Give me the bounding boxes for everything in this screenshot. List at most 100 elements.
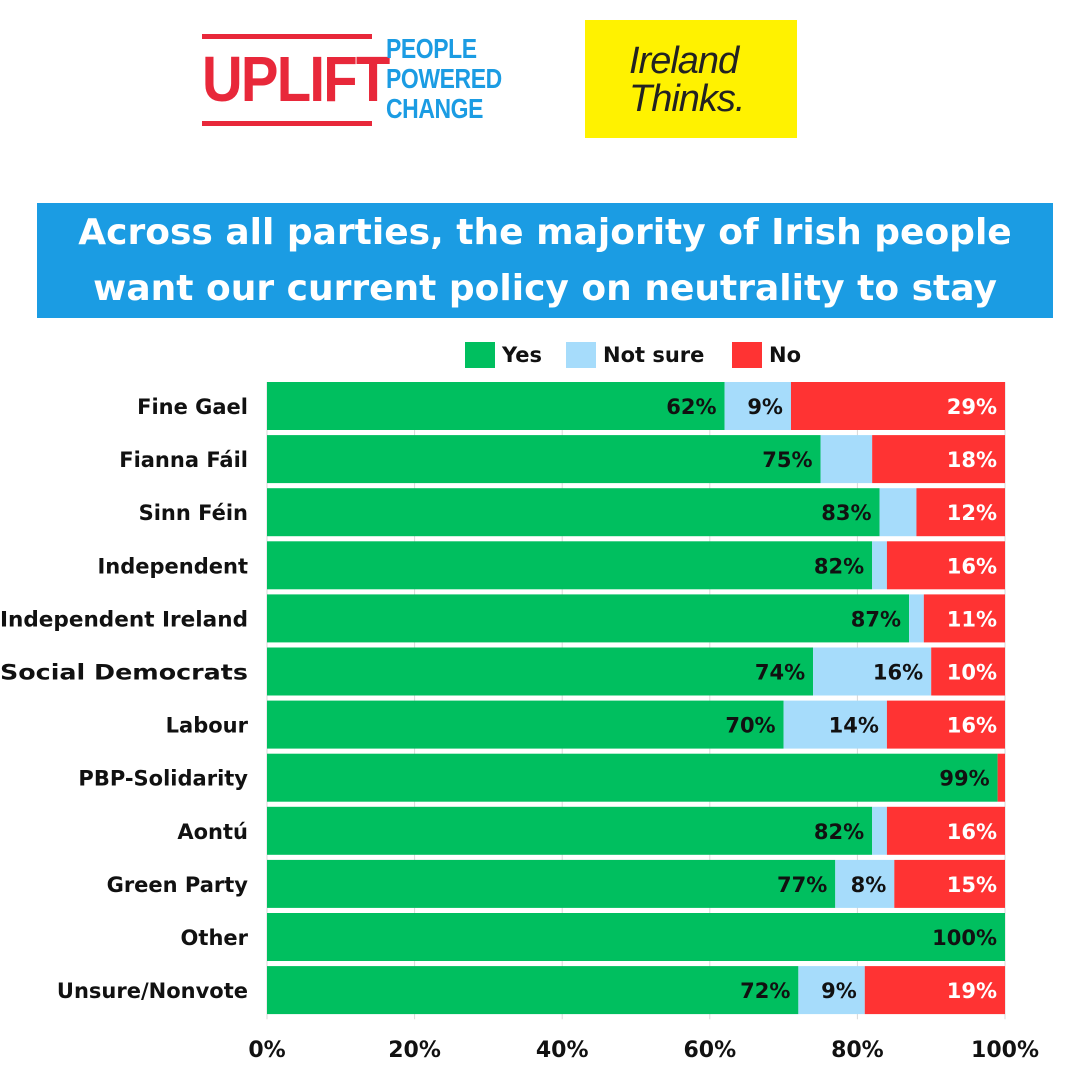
bar-segment-not-sure bbox=[872, 541, 887, 590]
category-label: Independent bbox=[97, 554, 248, 578]
bar-segment-no bbox=[864, 966, 1005, 1015]
chart-title-banner: Across all parties, the majority of Iris… bbox=[37, 203, 1053, 318]
category-label: Social Democrats bbox=[0, 661, 248, 685]
uplift-logo: UPLIFT PEOPLE POWERED CHANGE bbox=[202, 33, 502, 126]
data-label-yes: 75% bbox=[762, 448, 812, 472]
bar-segment-yes bbox=[267, 382, 725, 430]
data-label-not-sure: 14% bbox=[829, 714, 879, 738]
bar-segment-not-sure bbox=[820, 435, 873, 484]
data-label-yes: 83% bbox=[821, 501, 871, 525]
legend-label-yes: Yes bbox=[502, 343, 543, 367]
x-tick-label: 0% bbox=[248, 1038, 285, 1063]
data-label-yes: 82% bbox=[814, 554, 864, 578]
data-label-yes: 70% bbox=[725, 714, 775, 738]
bar-segment-yes bbox=[267, 913, 1005, 961]
data-label-yes: 87% bbox=[851, 607, 901, 631]
category-label: Other bbox=[181, 926, 249, 950]
legend-item-no: No bbox=[732, 340, 801, 370]
x-tick-label: 60% bbox=[683, 1038, 736, 1063]
uplift-tagline-line: PEOPLE bbox=[386, 33, 477, 64]
uplift-bottom-rule bbox=[202, 121, 372, 126]
ireland-thinks-logo: Ireland Thinks. bbox=[585, 20, 797, 138]
legend-label-no: No bbox=[769, 343, 802, 367]
uplift-tagline-line: POWERED bbox=[386, 63, 502, 94]
data-label-not-sure: 16% bbox=[873, 661, 923, 685]
bar-segment-yes bbox=[267, 488, 880, 537]
data-label-yes: 77% bbox=[777, 873, 827, 897]
bar-segment-yes bbox=[267, 594, 910, 643]
legend-swatch-not-sure bbox=[566, 342, 596, 368]
legend-item-yes: Yes bbox=[465, 340, 542, 370]
category-label: Sinn Féin bbox=[139, 501, 248, 525]
legend-swatch-yes bbox=[465, 342, 495, 368]
bar-segment-yes bbox=[267, 806, 873, 855]
bar-segment-not-sure bbox=[909, 594, 924, 643]
bar-segment-no bbox=[790, 382, 1005, 430]
data-label-not-sure: 9% bbox=[821, 979, 857, 1003]
x-tick-label: 40% bbox=[536, 1038, 589, 1063]
stacked-bar-chart: Fine Gael 62% 9% 29% Fianna Fáil 75% 18% Sinn F… bbox=[0, 382, 1039, 1063]
data-label-no: 16% bbox=[947, 554, 997, 578]
bar-segment-no bbox=[886, 806, 1005, 855]
x-tick-label: 20% bbox=[388, 1038, 441, 1063]
category-label: Independent Ireland bbox=[0, 607, 248, 631]
data-label-yes: 62% bbox=[666, 395, 716, 419]
data-label-no: 19% bbox=[947, 979, 997, 1003]
category-label: PBP-Solidarity bbox=[78, 767, 248, 791]
ireland-thinks-line: Ireland bbox=[629, 40, 739, 82]
category-label: Labour bbox=[166, 714, 249, 738]
bar-segment-no bbox=[997, 753, 1005, 802]
data-label-yes: 74% bbox=[755, 661, 805, 685]
bar-segment-not-sure bbox=[783, 700, 887, 749]
data-label-no: 10% bbox=[947, 661, 997, 685]
bar-segment-yes bbox=[267, 541, 873, 590]
bar-segment-no bbox=[886, 541, 1005, 590]
data-label-yes: 100% bbox=[932, 926, 997, 950]
bar-segment-yes bbox=[267, 700, 784, 749]
uplift-top-rule bbox=[202, 34, 372, 39]
data-label-no: 18% bbox=[947, 448, 997, 472]
data-label-yes: 99% bbox=[939, 767, 989, 791]
x-tick-label: 80% bbox=[831, 1038, 884, 1063]
data-label-no: 16% bbox=[947, 714, 997, 738]
bar-segment-no bbox=[886, 700, 1005, 749]
bar-segment-yes bbox=[267, 647, 814, 696]
bar-segment-yes bbox=[267, 859, 836, 908]
bar-segment-no bbox=[916, 488, 1005, 537]
bar-segment-yes bbox=[267, 966, 799, 1015]
x-tick-label: 100% bbox=[971, 1038, 1039, 1063]
bar-segment-not-sure bbox=[879, 488, 917, 537]
legend-label-not-sure: Not sure bbox=[603, 343, 705, 367]
category-label: Aontú bbox=[177, 820, 248, 844]
bar-segment-no bbox=[894, 859, 1005, 908]
data-label-no: 29% bbox=[947, 395, 997, 419]
data-label-not-sure: 9% bbox=[747, 395, 783, 419]
bar-segment-no bbox=[923, 594, 1005, 643]
category-label: Green Party bbox=[107, 873, 249, 897]
data-label-yes: 82% bbox=[814, 820, 864, 844]
category-label: Fine Gael bbox=[137, 395, 248, 419]
data-label-no: 11% bbox=[947, 607, 997, 631]
bar-segment-no bbox=[872, 435, 1005, 484]
data-label-no: 12% bbox=[947, 501, 997, 525]
bar-segment-yes bbox=[267, 753, 998, 802]
ireland-thinks-wordmark: Ireland Thinks. bbox=[629, 40, 745, 120]
uplift-tagline: PEOPLE POWERED CHANGE bbox=[386, 33, 502, 124]
uplift-tagline-line: CHANGE bbox=[386, 93, 484, 124]
category-label: Fianna Fáil bbox=[119, 448, 248, 472]
bar-segment-not-sure bbox=[872, 806, 887, 855]
bar-segment-not-sure bbox=[835, 859, 895, 908]
category-label: Unsure/Nonvote bbox=[57, 979, 248, 1003]
bar-segment-no bbox=[931, 647, 1005, 696]
data-label-yes: 72% bbox=[740, 979, 790, 1003]
ireland-thinks-line: Thinks. bbox=[629, 78, 745, 120]
legend-item-not-sure: Not sure bbox=[566, 340, 704, 370]
bar-segment-not-sure bbox=[813, 647, 932, 696]
chart-title: Across all parties, the majority of Iris… bbox=[78, 211, 1012, 309]
bar-segment-not-sure bbox=[724, 382, 791, 430]
data-label-no: 15% bbox=[947, 873, 997, 897]
legend-swatch-no bbox=[732, 342, 762, 368]
bar-segment-yes bbox=[267, 435, 821, 484]
data-label-not-sure: 8% bbox=[851, 873, 887, 897]
data-label-no: 16% bbox=[947, 820, 997, 844]
